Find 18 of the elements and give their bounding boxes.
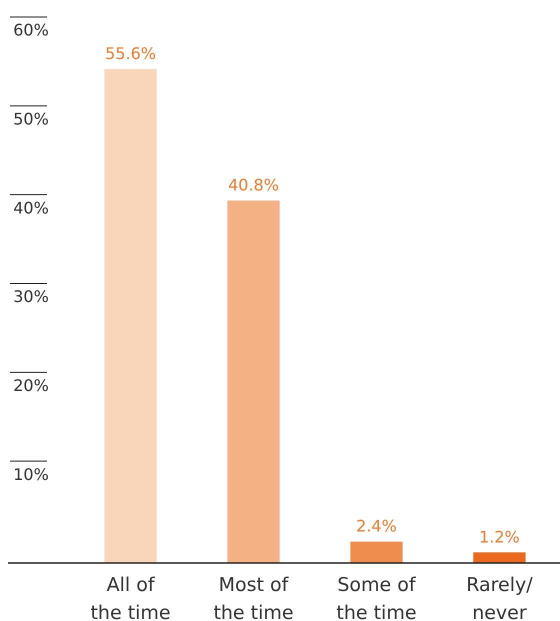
- y-tick-label: 60%: [13, 20, 49, 40]
- y-tick-label: 10%: [13, 464, 49, 484]
- data-label: 1.2%: [479, 527, 520, 546]
- y-tick-label: 50%: [13, 109, 49, 128]
- data-label: 55.6%: [105, 44, 156, 64]
- bar: [473, 552, 526, 563]
- bar: [104, 69, 157, 563]
- x-tick-label: Rarely/ never: [466, 574, 534, 621]
- y-tick-label: 30%: [13, 287, 49, 306]
- x-tick-label: Most of the time: [213, 574, 294, 621]
- y-tick-label: 20%: [13, 376, 49, 395]
- x-tick-label: All of the time: [90, 574, 171, 621]
- data-label: 40.8%: [228, 176, 279, 195]
- x-tick-label: Some of the time: [336, 574, 417, 621]
- bar: [227, 200, 280, 563]
- data-label: 2.4%: [356, 516, 397, 536]
- y-tick-label: 40%: [13, 198, 49, 218]
- bar: [350, 542, 403, 563]
